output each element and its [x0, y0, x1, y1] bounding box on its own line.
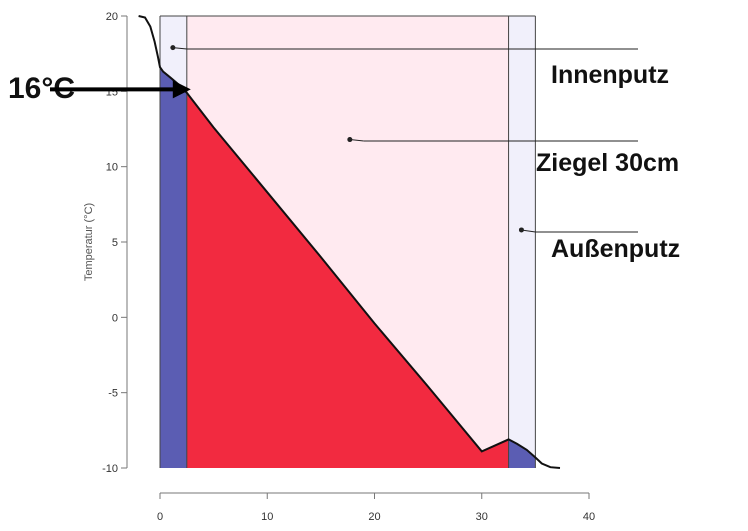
- y-tick-label: 0: [112, 312, 118, 324]
- x-tick-label: 30: [476, 511, 488, 523]
- layer-labels: Innenputz Ziegel 30cm Außenputz: [536, 61, 680, 263]
- layer-label-innenputz: Innenputz: [551, 61, 669, 89]
- marker-dot-0: [170, 45, 176, 51]
- callout-arrow-head: [172, 80, 191, 99]
- marker-dot-2: [518, 227, 524, 233]
- y-tick-label: 5: [112, 237, 118, 249]
- y-tick-label: -5: [108, 388, 118, 400]
- temperature-curve-group: [138, 15, 561, 469]
- x-tick-label: 40: [583, 511, 595, 523]
- layer-background-2: [508, 16, 536, 468]
- y-tick-label: 20: [106, 11, 118, 23]
- layer-label-aussenputz: Außenputz: [551, 235, 680, 263]
- temperature-curve: [138, 15, 561, 469]
- layer-label-ziegel: Ziegel 30cm: [536, 149, 679, 177]
- y-tick-label: 10: [106, 162, 118, 174]
- temperature-fill-areas: [160, 67, 536, 469]
- x-tick-label: 10: [261, 511, 273, 523]
- marker-dot-1: [347, 137, 353, 143]
- x-tick-label: 20: [368, 511, 380, 523]
- y-axis-title: Temperatur (°C): [83, 203, 95, 281]
- layer-fill-0: [160, 67, 187, 468]
- layer-fill-2: [508, 439, 536, 468]
- x-tick-label: 0: [157, 511, 163, 523]
- layer-fill-1: [186, 92, 509, 469]
- y-tick-label: -10: [102, 463, 118, 475]
- leader-lines: [170, 45, 638, 233]
- temperature-callout: 16°C: [8, 72, 191, 105]
